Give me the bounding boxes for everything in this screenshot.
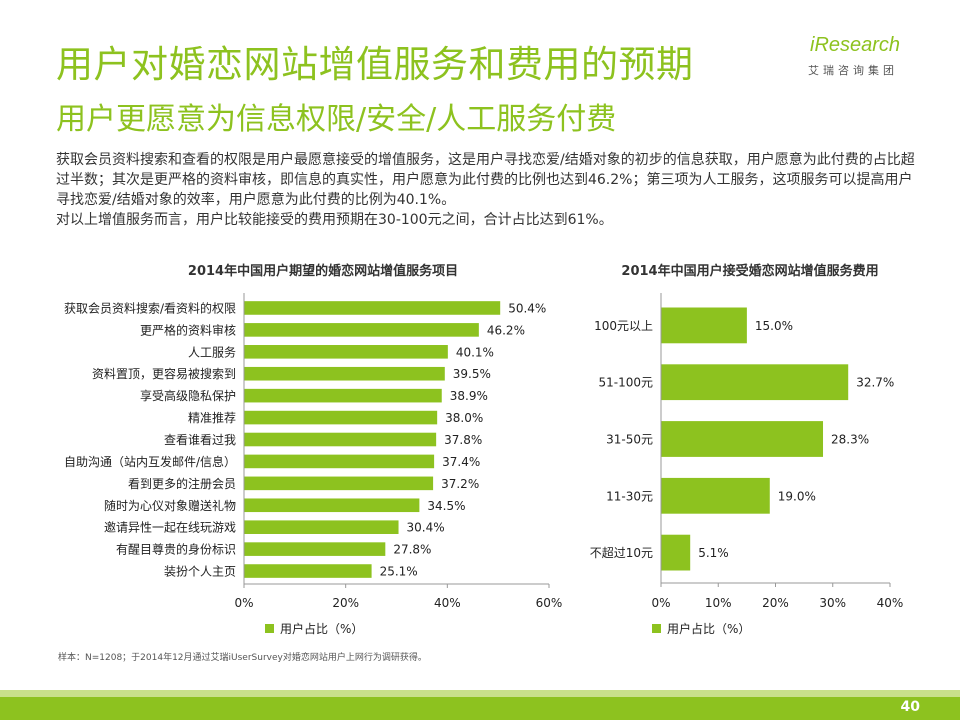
bottom-bar: [0, 697, 960, 720]
x-tick-label: 40%: [434, 596, 461, 610]
category-label: 看到更多的注册会员: [128, 476, 236, 491]
bar: [244, 454, 435, 469]
category-label: 更严格的资料审核: [140, 322, 236, 337]
bar: [661, 421, 824, 457]
category-label: 享受高级隐私保护: [140, 388, 236, 403]
category-label: 装扮个人主页: [164, 565, 236, 579]
bar: [244, 432, 437, 447]
data-label: 38.9%: [450, 389, 488, 403]
data-label: 38.0%: [445, 411, 483, 425]
legend-swatch: [265, 624, 274, 633]
data-label: 39.5%: [453, 367, 491, 381]
fees-chart: 2014年中国用户接受婚恋网站增值服务费用 100元以上 15.0% 51-100元 3…: [570, 250, 940, 650]
bar: [244, 498, 420, 513]
page-subtitle: 用户更愿意为信息权限/安全/人工服务付费: [56, 102, 617, 137]
logo-brand: iResearch: [810, 34, 901, 56]
legend-swatch: [652, 624, 661, 633]
intro-paragraph-2: 对以上增值服务而言，用户比较能接受的费用预期在30-100元之间，合计占比达到6…: [56, 212, 613, 228]
bar: [244, 366, 445, 381]
x-tick-label: 20%: [762, 596, 789, 610]
category-label: 随时为心仪对象赠送礼物: [104, 498, 236, 513]
category-label: 邀请异性一起在线玩游戏: [104, 520, 236, 535]
bar: [244, 520, 399, 534]
x-tick-label: 20%: [332, 596, 359, 610]
category-label: 资料置顶，更容易被搜索到: [92, 366, 236, 381]
category-label: 精准推荐: [188, 411, 236, 425]
data-label: 27.8%: [393, 543, 431, 557]
data-label: 37.4%: [442, 455, 480, 469]
logo-brand-cn: 艾瑞咨询集团: [808, 64, 898, 77]
x-tick-label: 40%: [877, 596, 904, 610]
category-label: 100元以上: [594, 319, 653, 333]
x-tick-label: 0%: [651, 596, 670, 610]
data-label: 50.4%: [508, 301, 546, 315]
x-tick-label: 0%: [234, 596, 253, 610]
chart-title: 2014年中国用户接受婚恋网站增值服务费用: [621, 263, 878, 279]
bottom-band: [0, 690, 960, 697]
category-label: 自助沟通（站内互发邮件/信息）: [64, 454, 236, 469]
data-label: 5.1%: [698, 546, 729, 560]
bar: [661, 364, 849, 401]
x-tick-label: 10%: [705, 596, 732, 610]
bar: [244, 564, 372, 578]
category-label: 人工服务: [188, 344, 236, 359]
legend-label: 用户占比（%）: [280, 621, 363, 636]
legend-label: 用户占比（%）: [667, 621, 750, 636]
bar: [244, 410, 438, 425]
category-label: 31-50元: [606, 433, 653, 447]
footnote: 样本：N=1208；于2014年12月通过艾瑞iUserSurvey对婚恋网站用…: [58, 653, 427, 663]
data-label: 46.2%: [487, 323, 525, 337]
category-label: 查看谁看过我: [164, 433, 236, 447]
data-label: 15.0%: [755, 319, 793, 333]
chart-title: 2014年中国用户期望的婚恋网站增值服务项目: [188, 263, 458, 279]
bar: [661, 477, 770, 514]
data-label: 40.1%: [456, 345, 494, 359]
fees-chart-svg: 2014年中国用户接受婚恋网站增值服务费用 100元以上 15.0% 51-100元 3…: [590, 263, 904, 636]
category-label: 11-30元: [606, 489, 653, 503]
bar: [244, 345, 448, 359]
category-label: 有醒目尊贵的身份标识: [116, 542, 236, 557]
bar: [244, 301, 501, 315]
data-label: 37.2%: [441, 477, 479, 491]
data-label: 30.4%: [407, 521, 445, 535]
data-label: 25.1%: [380, 565, 418, 579]
data-label: 28.3%: [831, 433, 869, 447]
services-chart: 2014年中国用户期望的婚恋网站增值服务项目获取会员资料搜索/看资料的权限 50.…: [0, 250, 600, 650]
category-label: 获取会员资料搜索/看资料的权限: [64, 300, 236, 315]
bar: [661, 534, 691, 571]
data-label: 32.7%: [856, 376, 894, 390]
intro-paragraph-1: 获取会员资料搜索和查看的权限是用户最愿意接受的增值服务，这是用户寻找恋爱/结婚对…: [56, 152, 915, 208]
bar: [244, 388, 442, 403]
category-label: 51-100元: [598, 376, 653, 390]
bar: [661, 307, 747, 344]
bar: [244, 323, 479, 337]
bar: [244, 542, 386, 556]
category-label: 不超过10元: [590, 545, 653, 560]
x-tick-label: 30%: [819, 596, 846, 610]
x-tick-label: 60%: [536, 596, 563, 610]
data-label: 37.8%: [444, 433, 482, 447]
data-label: 19.0%: [778, 489, 816, 503]
intro-text: 获取会员资料搜索和查看的权限是用户最愿意接受的增值服务，这是用户寻找恋爱/结婚对…: [56, 150, 916, 230]
data-label: 34.5%: [427, 499, 465, 513]
bar: [244, 476, 434, 491]
page-number: 40: [900, 699, 920, 715]
page-title: 用户对婚恋网站增值服务和费用的预期: [56, 43, 694, 86]
iresearch-logo: iResearch 艾瑞咨询集团: [806, 34, 906, 84]
